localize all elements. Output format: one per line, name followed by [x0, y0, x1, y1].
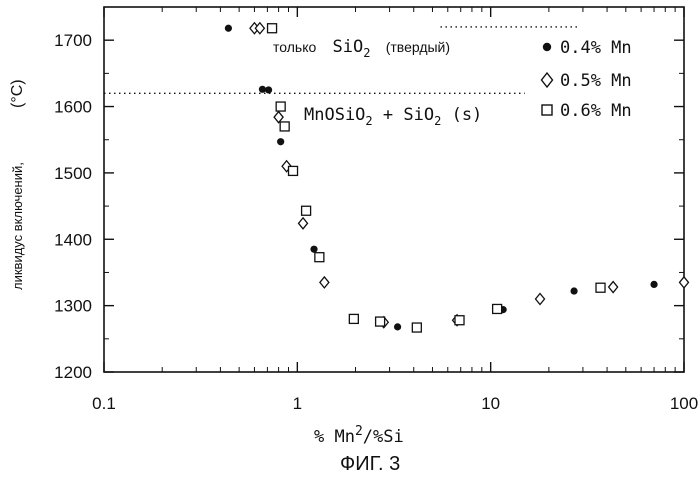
point-0.6-mn — [412, 323, 421, 332]
legend-label-0.6-mn: 0.6% Mn — [560, 101, 632, 121]
point-0.4-mn — [259, 86, 266, 93]
point-0.4-mn — [650, 281, 657, 288]
legend-marker-open-square — [542, 105, 552, 115]
legend-label-0.5-mn: 0.5% Mn — [560, 71, 632, 91]
point-0.5-mn — [680, 277, 689, 288]
x-axis-label: % Mn2/%Si — [314, 424, 404, 447]
y-tick-label: 1300 — [54, 297, 92, 316]
point-0.4-mn — [310, 246, 317, 253]
point-0.4-mn — [277, 138, 284, 145]
figure-caption: ФИГ. 3 — [340, 453, 400, 475]
y-tick-label: 1200 — [54, 363, 92, 382]
point-0.4-mn — [394, 323, 401, 330]
point-0.6-mn — [315, 253, 324, 262]
x-tick-label: 0.1 — [92, 394, 116, 413]
point-0.6-mn — [268, 24, 277, 33]
point-0.5-mn — [320, 277, 329, 288]
point-0.5-mn — [274, 112, 283, 123]
point-0.6-mn — [596, 283, 605, 292]
point-0.6-mn — [376, 317, 385, 326]
point-0.6-mn — [455, 316, 464, 325]
axis-ticks — [104, 7, 684, 372]
y-tick-label: 1500 — [54, 164, 92, 183]
point-0.4-mn — [570, 287, 577, 294]
data-points — [225, 23, 689, 332]
y-axis-label: ликвидус включений, — [10, 162, 25, 290]
point-0.5-mn — [255, 23, 264, 34]
plot-frame — [104, 7, 684, 372]
x-tick-label: 10 — [481, 394, 500, 413]
point-0.6-mn — [493, 304, 502, 313]
point-0.6-mn — [349, 314, 358, 323]
legend-item-0.4-mn: 0.4% Mn — [543, 38, 632, 58]
x-tick-label: 1 — [293, 394, 302, 413]
y-tick-label: 1700 — [54, 31, 92, 50]
point-0.6-mn — [302, 206, 311, 215]
point-0.6-mn — [280, 122, 289, 131]
point-0.5-mn — [609, 282, 618, 293]
legend-item-0.6-mn: 0.6% Mn — [542, 101, 632, 121]
y-tick-label: 1600 — [54, 98, 92, 117]
y-axis-unit: (°C) — [9, 79, 26, 108]
legend-marker-filled-circle — [543, 43, 551, 51]
x-tick-label: 100 — [670, 394, 698, 413]
annotation-sio2-solid: только SiO2 (твердый) — [273, 37, 450, 62]
point-0.5-mn — [299, 218, 308, 229]
legend-item-0.5-mn: 0.5% Mn — [542, 71, 632, 91]
y-tick-label: 1400 — [54, 230, 92, 249]
legend-marker-open-diamond — [542, 73, 553, 87]
legend: 0.4% Mn 0.5% Mn 0.6% Mn — [542, 38, 632, 121]
point-0.6-mn — [289, 166, 298, 175]
point-0.4-mn — [265, 86, 272, 93]
legend-label-0.4-mn: 0.4% Mn — [560, 38, 632, 58]
annotation-mnosio2-sio2: MnOSiO2 + SiO2 (s) — [304, 105, 482, 130]
point-0.5-mn — [536, 294, 545, 305]
point-0.6-mn — [276, 102, 285, 111]
point-0.4-mn — [225, 25, 232, 32]
